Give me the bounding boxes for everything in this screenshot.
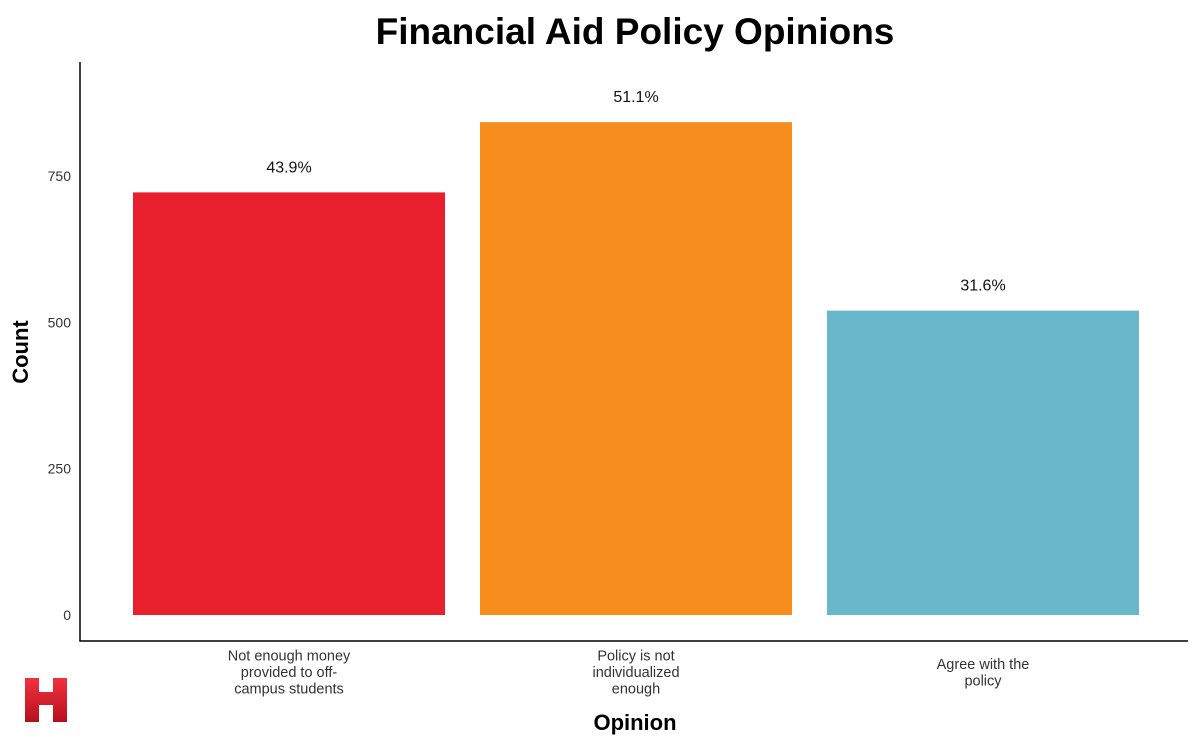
bar-data-label: 43.9%	[266, 159, 311, 176]
bar-data-label: 51.1%	[613, 89, 658, 106]
data-labels: 43.9% 51.1% 31.6%	[266, 89, 1005, 294]
category-label-line: policy	[964, 673, 1002, 689]
y-tick-label: 250	[48, 461, 72, 477]
bar-data-label: 31.6%	[960, 278, 1005, 295]
x-axis-title: Opinion	[593, 710, 676, 735]
y-axis-title: Count	[8, 320, 33, 384]
bar	[827, 310, 1139, 615]
logo-h-icon	[25, 678, 67, 722]
category-label-line: Not enough money	[228, 649, 351, 665]
y-tick-label: 0	[63, 607, 71, 623]
category-label-line: Agree with the	[937, 657, 1030, 673]
bars	[133, 122, 1139, 616]
y-tick-label: 500	[48, 314, 72, 330]
bar	[480, 122, 792, 616]
category-label-line: provided to off-	[241, 665, 338, 681]
category-label-line: Policy is not	[597, 649, 674, 665]
y-tick-labels: 0 250 500 750	[48, 168, 72, 623]
chart-title: Financial Aid Policy Opinions	[376, 11, 895, 52]
category-label-line: individualized	[592, 665, 679, 681]
category-label-line: campus students	[234, 682, 344, 698]
category-label-line: enough	[612, 682, 660, 698]
y-tick-label: 750	[48, 168, 72, 184]
bar	[133, 192, 445, 615]
